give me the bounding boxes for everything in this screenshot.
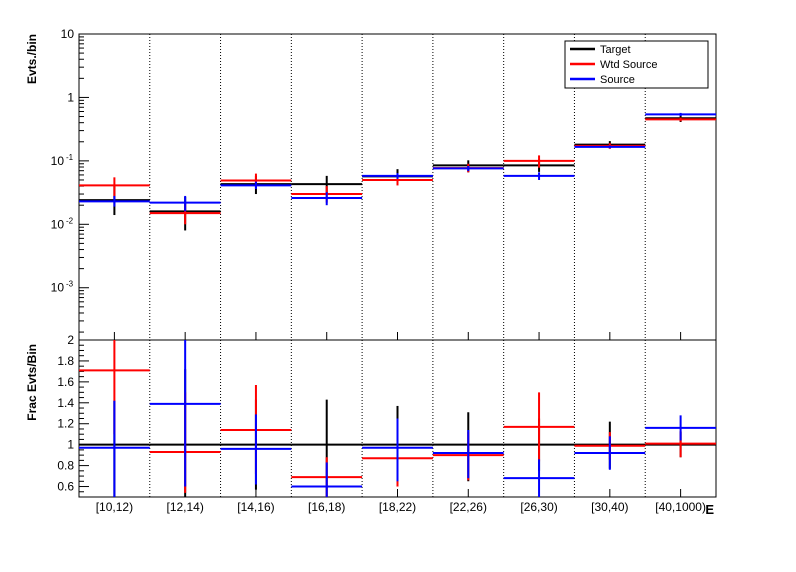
- x-tick-label: [22,26): [450, 500, 487, 514]
- top-y-axis-label: Evts./bin: [25, 34, 39, 84]
- x-tick-label: [12,14): [166, 500, 203, 514]
- x-tick-label: [16,18): [308, 500, 345, 514]
- x-tick-label: [18,22): [379, 500, 416, 514]
- y-tick-exponent: -3: [66, 280, 74, 289]
- x-tick-label: [26,30): [520, 500, 557, 514]
- y-tick-label: 1.4: [57, 396, 74, 410]
- y-tick-label: 0.6: [57, 480, 74, 494]
- y-tick-label: 0.8: [57, 459, 74, 473]
- x-tick-label: [30,40): [591, 500, 628, 514]
- x-tick-label: [14,16): [237, 500, 274, 514]
- y-tick-label: 10: [51, 281, 65, 295]
- legend-label: Source: [600, 74, 635, 86]
- bottom-panel: 2 1.8 1.6 1.4 1.2 1 0.8 0.6 [10,12) [12,14) [14,16…: [57, 333, 717, 514]
- y-tick-label: 1: [67, 438, 74, 452]
- x-tick-label: [40,1000): [655, 500, 706, 514]
- x-tick-label: [10,12): [96, 500, 133, 514]
- y-tick-label: 1.6: [57, 375, 74, 389]
- y-tick-label: 1: [67, 90, 74, 104]
- y-tick-label: 1.8: [57, 354, 74, 368]
- y-tick-label: 10: [51, 217, 65, 231]
- y-tick-label: 10: [61, 27, 75, 41]
- y-tick-label: 1.2: [57, 417, 74, 431]
- y-tick-label: 2: [67, 333, 74, 347]
- y-tick-exponent: -2: [66, 216, 74, 225]
- y-tick-label: 10: [51, 154, 65, 168]
- legend-label: Wtd Source: [600, 59, 657, 71]
- legend: Target Wtd Source Source: [564, 40, 709, 89]
- bottom-x-axis-label: E: [705, 502, 714, 517]
- legend-label: Target: [600, 44, 631, 56]
- bottom-y-axis-label: Frac Evts/Bin: [25, 344, 39, 421]
- y-tick-exponent: -1: [66, 153, 74, 162]
